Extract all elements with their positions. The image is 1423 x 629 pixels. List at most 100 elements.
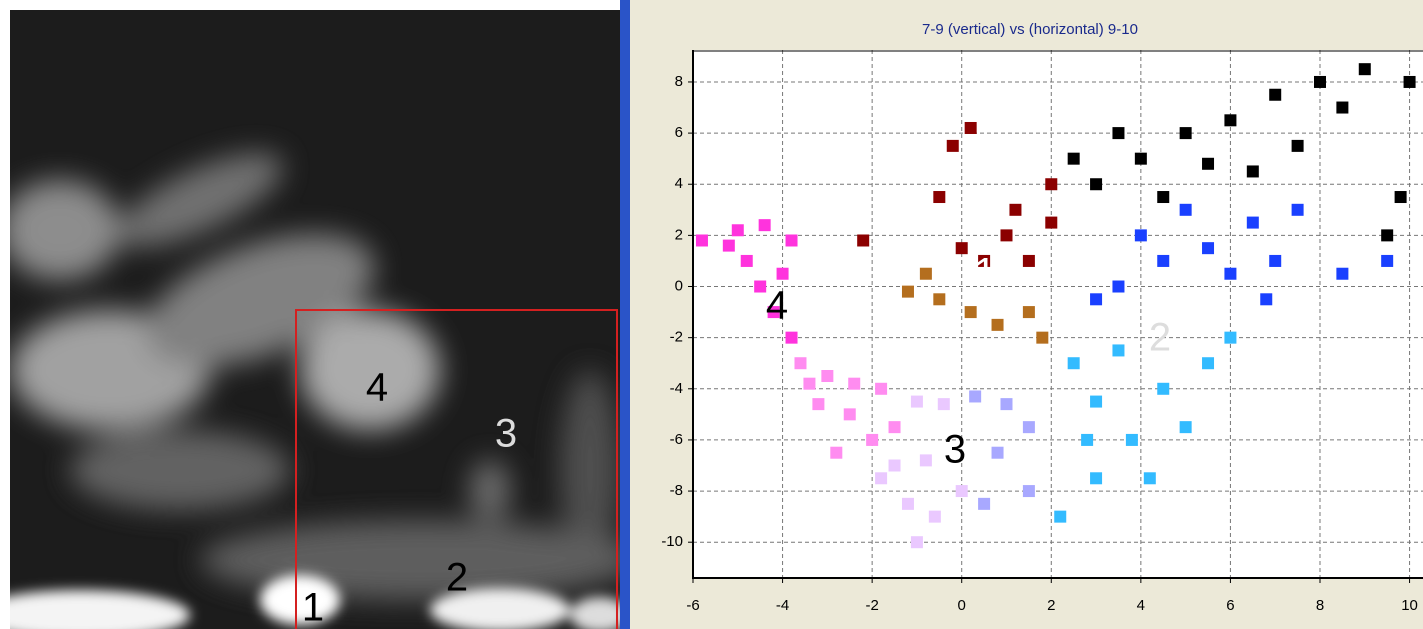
satellite-image [0,10,640,629]
point [1023,421,1035,433]
point [723,240,735,252]
point [1180,127,1192,139]
point [1359,63,1371,75]
x-tick-label: -2 [865,597,878,614]
point [1000,229,1012,241]
point [844,408,856,420]
point [920,268,932,280]
point [754,281,766,293]
point [911,536,923,548]
point [920,454,932,466]
image-label: 3 [495,412,517,456]
point [875,383,887,395]
point [1157,191,1169,203]
point [1395,191,1407,203]
point [956,485,968,497]
point [1068,357,1080,369]
point [1045,217,1057,229]
point [1292,204,1304,216]
y-tick-label: -8 [670,482,683,499]
point [1000,398,1012,410]
y-tick-label: 8 [675,73,683,90]
point [794,357,806,369]
point [902,286,914,298]
point [1336,102,1348,114]
point [1381,229,1393,241]
point [821,370,833,382]
point [1045,178,1057,190]
x-tick-label: 8 [1316,597,1324,614]
point [1090,178,1102,190]
point [1180,421,1192,433]
point [933,191,945,203]
point [1247,217,1259,229]
screen: 4 3 2 1 7-9 (vertical) vs (horizontal) 9… [0,0,1423,629]
point [889,459,901,471]
point [848,378,860,390]
point [992,447,1004,459]
point [1023,255,1035,267]
point [1269,89,1281,101]
point [1135,153,1147,165]
x-tick-label: 0 [958,597,966,614]
point [1260,293,1272,305]
point [1180,204,1192,216]
y-tick-label: 4 [675,175,683,192]
point [929,511,941,523]
y-tick-label: 2 [675,226,683,243]
point [1036,332,1048,344]
point [1054,511,1066,523]
y-tick-label: -2 [670,329,683,346]
region-label: 3 [944,428,966,472]
point [1126,434,1138,446]
point [1404,76,1416,88]
point [902,498,914,510]
point [1157,383,1169,395]
point [1224,114,1236,126]
region-label: 4 [766,284,788,328]
point [1144,472,1156,484]
point [777,268,789,280]
point [956,242,968,254]
point [741,255,753,267]
region-label: 2 [1149,316,1171,360]
point [1157,255,1169,267]
y-tick-label: -6 [670,431,683,448]
x-tick-label: 6 [1226,597,1234,614]
x-tick-label: -6 [686,597,699,614]
point [696,234,708,246]
plot-area [693,50,1423,578]
point [732,224,744,236]
point [965,306,977,318]
point [938,398,950,410]
y-tick-label: 0 [675,277,683,294]
point [1068,153,1080,165]
point [812,398,824,410]
point [1112,127,1124,139]
point [1090,396,1102,408]
point [1269,255,1281,267]
image-label: 2 [446,556,468,600]
point [1224,332,1236,344]
point [1336,268,1348,280]
point [759,219,771,231]
point [1112,281,1124,293]
point [1381,255,1393,267]
point [992,319,1004,331]
point [1202,357,1214,369]
point [978,498,990,510]
point [1023,306,1035,318]
divider [620,0,630,629]
point [1202,158,1214,170]
point [857,234,869,246]
point [830,447,842,459]
y-tick-label: -4 [670,380,683,397]
point [1247,165,1259,177]
y-tick-label: 6 [675,124,683,141]
point [933,293,945,305]
point [1314,76,1326,88]
region-label: 1 [974,251,996,295]
point [866,434,878,446]
point [1292,140,1304,152]
point [1135,229,1147,241]
